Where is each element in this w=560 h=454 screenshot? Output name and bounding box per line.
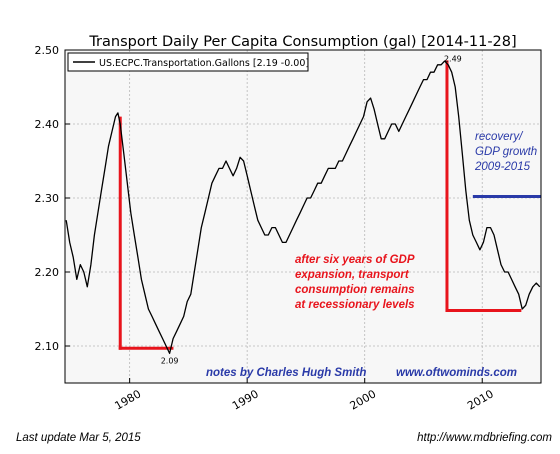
red-note-line-2: expansion, transport [295,269,410,281]
x-tick-label: 1990 [230,387,261,412]
blue-note-line-2: GDP growth [475,146,537,158]
legend-entry: US.ECPC.Transportation.Gallons [2.19 -0.… [99,58,309,69]
y-axis: 2.10 2.20 2.30 2.40 2.50 [35,44,70,353]
overlay-lines [118,60,541,350]
red-note-line-4: at recessionary levels [295,299,415,311]
data-point-label: 2.49 [444,54,462,63]
blue-note-line-3: 2009-2015 [474,161,531,173]
y-tick-label: 2.40 [35,118,60,131]
credit-note: notes by Charles Hugh Smith [206,367,366,379]
legend-box [67,52,309,72]
annotations: after six years of GDP expansion, transp… [206,131,537,379]
red-note-line-1: after six years of GDP [295,254,415,266]
y-tick-label: 2.20 [35,266,60,279]
red-note-line-3: consumption remains [295,284,415,296]
y-tick-label: 2.50 [35,44,60,57]
x-tick-label: 1980 [113,387,144,412]
plot-frame [64,49,542,384]
y-tick-label: 2.30 [35,192,60,205]
legend: US.ECPC.Transportation.Gallons [2.19 -0.… [67,52,309,72]
source-url-text: http://www.mdbriefing.com [417,432,552,444]
blue-note-line-1: recovery/ [475,131,524,143]
data-point-label: 2.09 [161,356,179,365]
x-tick-label: 2000 [348,387,379,412]
chart-title: Transport Daily Per Capita Consumption (… [88,34,516,50]
series-layer [65,60,541,355]
series-line [65,60,541,355]
website-note: www.oftwominds.com [396,367,517,379]
plot-area [65,50,541,383]
point-labels: 2.49 2.09 [161,54,462,365]
y-tick-label: 2.10 [35,340,60,353]
x-tick-label: 2010 [465,387,496,412]
last-update-text: Last update Mar 5, 2015 [16,432,141,444]
